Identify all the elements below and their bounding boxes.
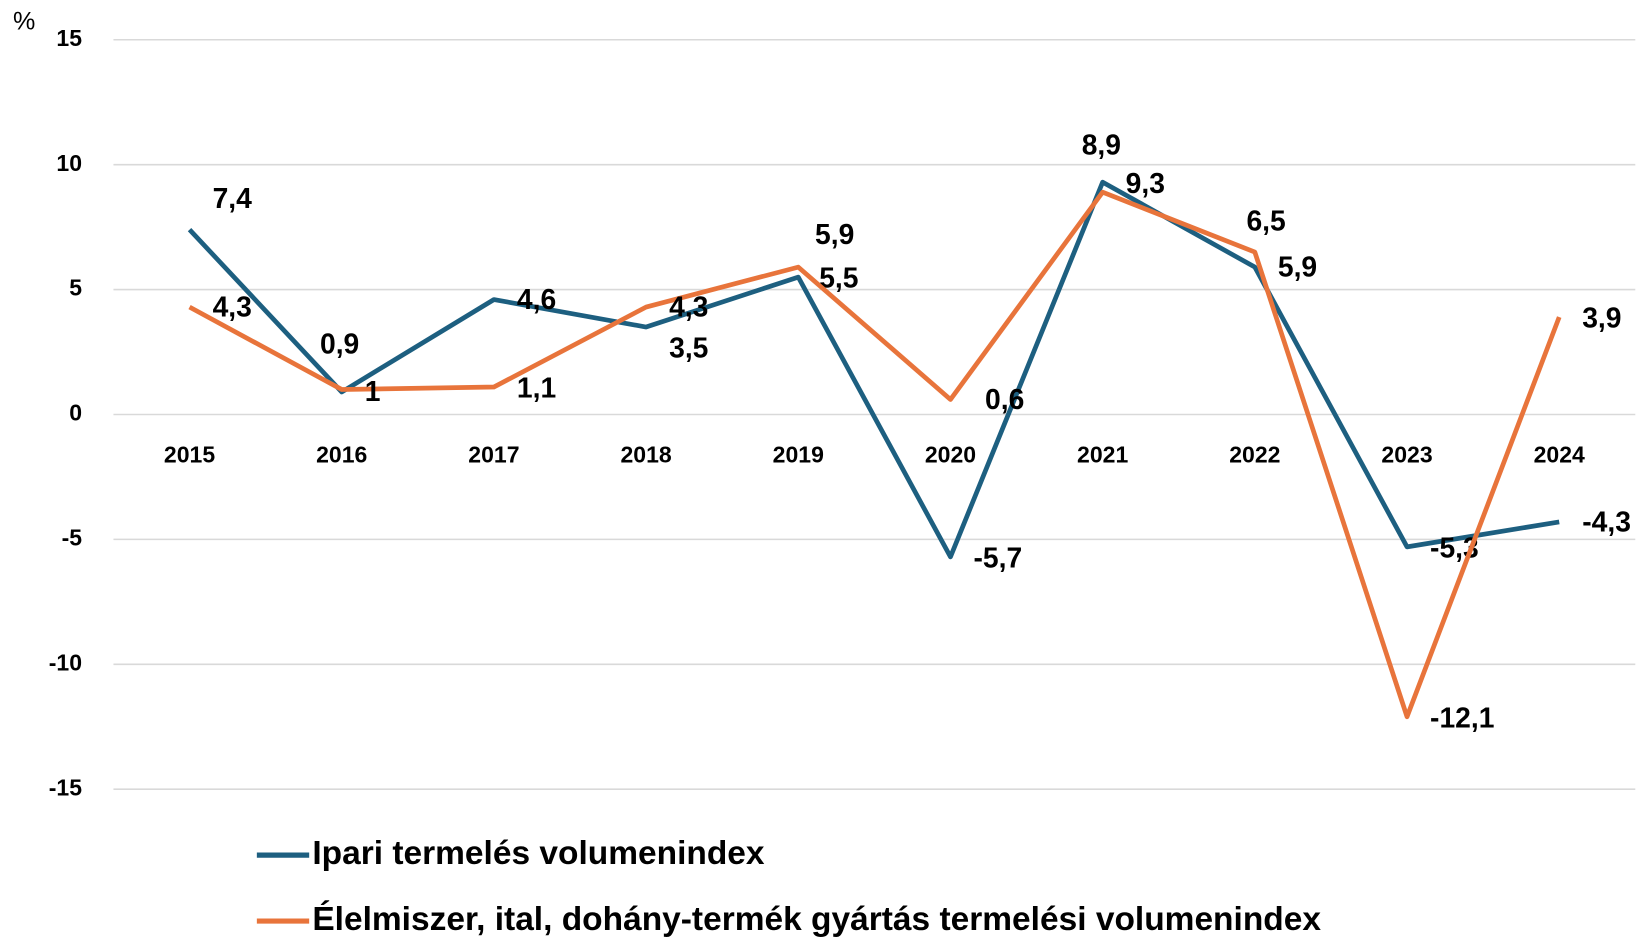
data-label: 5,9 xyxy=(815,218,854,250)
data-label: -4,3 xyxy=(1582,505,1631,537)
x-tick-label: 2019 xyxy=(773,441,824,467)
data-label: -5,7 xyxy=(973,541,1022,573)
x-tick-label: 2022 xyxy=(1229,441,1280,467)
x-tick-label: 2021 xyxy=(1077,441,1128,467)
x-tick-label: 2016 xyxy=(316,441,367,467)
x-tick-label: 2018 xyxy=(621,441,672,467)
data-label: 1,1 xyxy=(517,372,556,404)
data-label: 9,3 xyxy=(1126,167,1165,199)
data-label: -12,1 xyxy=(1430,701,1494,733)
data-label: 4,3 xyxy=(213,291,252,323)
data-label: 0,6 xyxy=(985,383,1024,415)
data-label: 4,3 xyxy=(669,291,708,323)
y-tick-label: 10 xyxy=(56,150,82,176)
data-label: 1 xyxy=(365,375,381,407)
data-label: 4,6 xyxy=(517,283,556,315)
data-label: 3,9 xyxy=(1582,302,1621,334)
legend-label: Élelmiszer, ital, dohány-termék gyártás … xyxy=(312,900,1321,938)
y-tick-label: 0 xyxy=(69,400,82,426)
data-label: 0,9 xyxy=(320,327,359,359)
y-unit: % xyxy=(13,8,35,36)
x-tick-label: 2017 xyxy=(468,441,519,467)
x-tick-label: 2020 xyxy=(925,441,976,467)
data-label: 6,5 xyxy=(1246,204,1285,236)
series-line xyxy=(188,189,1562,720)
y-tick-label: 15 xyxy=(56,25,82,51)
data-label: 8,9 xyxy=(1082,129,1121,161)
y-tick-label: -15 xyxy=(49,774,82,800)
y-tick-label: -10 xyxy=(49,649,82,675)
data-label: 3,5 xyxy=(669,332,708,364)
data-label: 7,4 xyxy=(213,182,253,214)
legend-label: Ipari termelés volumenindex xyxy=(312,835,765,872)
x-tick-label: 2023 xyxy=(1381,441,1432,467)
x-tick-label: 2024 xyxy=(1534,441,1585,467)
data-label: 5,9 xyxy=(1278,251,1317,283)
y-tick-label: 5 xyxy=(69,275,82,301)
x-tick-label: 2015 xyxy=(164,441,215,467)
series-line xyxy=(187,179,1560,560)
y-tick-label: -5 xyxy=(62,524,83,550)
